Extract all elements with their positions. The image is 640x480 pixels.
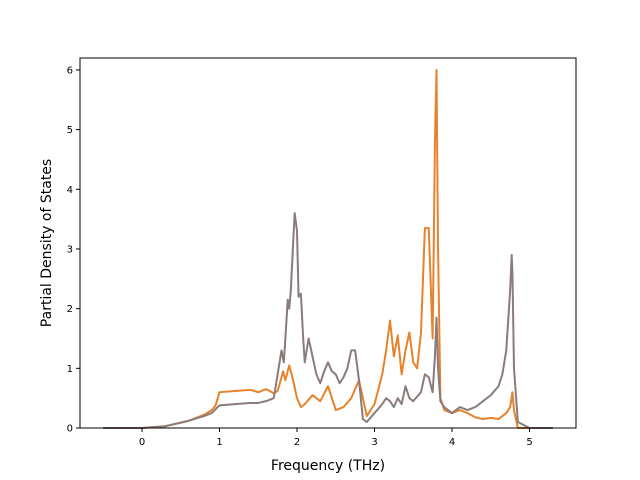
x-tick-label: 0 [139,437,145,448]
series-line-2 [103,212,553,429]
x-tick-label: 5 [526,437,532,448]
x-tick-label: 4 [449,437,455,448]
x-axis-label: Frequency (THz) [271,458,385,474]
series-line-1 [103,68,553,429]
plot-background [80,58,576,428]
y-tick-label: 5 [67,125,73,136]
series-layer [103,68,553,429]
y-tick-label: 1 [67,364,73,375]
x-tick-label: 3 [371,437,377,448]
y-tick-label: 0 [67,424,73,435]
y-axis-label: Partial Density of States [39,159,55,327]
y-tick-label: 2 [67,304,73,315]
y-tick-label: 3 [67,244,73,255]
y-tick-label: 4 [67,185,73,196]
y-tick-label: 6 [67,65,73,76]
x-axis-ticks: 0 1 2 3 4 5 [139,428,533,448]
x-tick-label: 1 [216,437,222,448]
x-tick-label: 2 [294,437,300,448]
y-axis-ticks: 0 1 2 3 4 5 6 [67,65,80,435]
plot-frame [79,57,577,429]
